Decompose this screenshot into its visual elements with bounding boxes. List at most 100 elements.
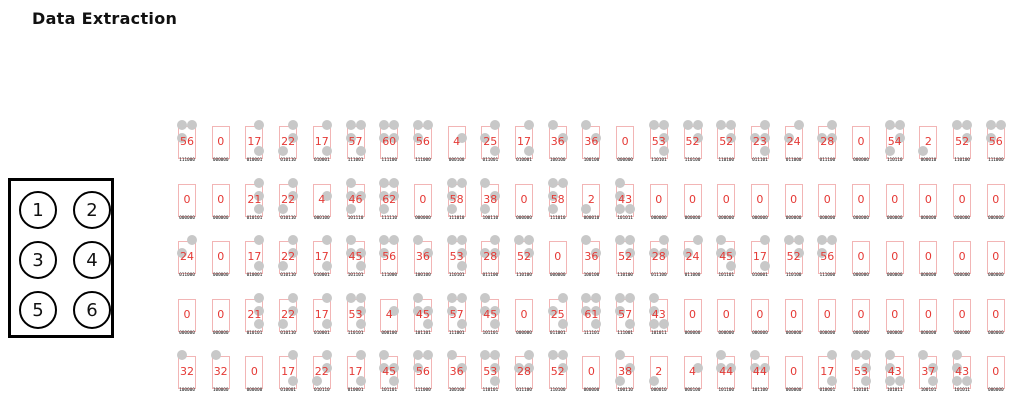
braille-cell: 45 101101 bbox=[343, 235, 369, 279]
braille-cell: 24 011000 bbox=[174, 235, 200, 279]
braille-dot-legend: 1 2 3 4 5 6 bbox=[8, 178, 114, 338]
raised-dot-3 bbox=[345, 133, 356, 143]
raised-dot-2 bbox=[557, 350, 568, 360]
cell-bits: 110100 bbox=[954, 158, 970, 163]
cell-frame bbox=[413, 241, 432, 274]
cell-frame bbox=[717, 241, 736, 274]
cell-bits: 111001 bbox=[617, 330, 633, 336]
cell-frame bbox=[885, 241, 904, 274]
cell-value: 44 bbox=[719, 365, 734, 378]
braille-cell: 0 000000 bbox=[882, 235, 908, 279]
raised-dot-1 bbox=[615, 177, 626, 188]
cell-bits: 111010 bbox=[549, 215, 566, 221]
cell-value: 43 bbox=[618, 192, 633, 206]
raised-dot-1 bbox=[581, 235, 592, 245]
raised-dot-6 bbox=[490, 146, 501, 156]
cell-value: 0 bbox=[217, 250, 225, 263]
cell-bits: 101011 bbox=[954, 388, 970, 393]
cell-frame bbox=[750, 356, 769, 389]
cell-frame bbox=[447, 126, 466, 159]
raised-dot-2 bbox=[625, 235, 636, 245]
cell-value: 0 bbox=[183, 307, 191, 321]
cell-bits: 011000 bbox=[785, 158, 802, 163]
raised-dot-4 bbox=[894, 133, 905, 143]
braille-cell: 0 000000 bbox=[511, 293, 537, 337]
braille-cell: 36 100100 bbox=[578, 120, 604, 164]
raised-dot-2 bbox=[456, 292, 467, 303]
raised-dot-2 bbox=[321, 120, 332, 130]
raised-dot-4 bbox=[759, 133, 770, 143]
raised-dot-1 bbox=[716, 350, 727, 360]
cell-frame bbox=[178, 298, 196, 332]
cell-frame bbox=[784, 183, 803, 217]
cell-value: 52 bbox=[955, 135, 970, 148]
raised-dot-2 bbox=[288, 120, 299, 130]
braille-cell: 28 011100 bbox=[814, 120, 840, 164]
raised-dot-2 bbox=[658, 235, 669, 245]
cell-frame bbox=[413, 183, 432, 217]
raised-dot-1 bbox=[783, 235, 794, 245]
cell-frame bbox=[346, 241, 365, 274]
braille-cell: 56 111000 bbox=[410, 350, 436, 394]
braille-cell: 62 111110 bbox=[376, 177, 402, 222]
cell-bits: 011100 bbox=[819, 158, 836, 163]
braille-cell: 0 000000 bbox=[814, 293, 840, 337]
raised-dot-3 bbox=[648, 248, 659, 258]
raised-dot-3 bbox=[514, 363, 524, 373]
raised-dot-5 bbox=[547, 203, 558, 214]
cell-value: 25 bbox=[483, 135, 498, 148]
cell-bits: 000000 bbox=[752, 215, 768, 221]
cell-value: 32 bbox=[180, 365, 194, 378]
raised-dot-5 bbox=[379, 203, 390, 214]
cell-frame bbox=[211, 241, 230, 274]
braille-cell: 0 000000 bbox=[814, 178, 840, 222]
raised-dot-3 bbox=[547, 305, 558, 316]
cell-bits: 000000 bbox=[179, 215, 195, 221]
cell-bits: 000000 bbox=[819, 215, 836, 221]
cell-value: 0 bbox=[689, 307, 696, 321]
braille-cell: 22 010110 bbox=[275, 292, 301, 337]
braille-cell: 17 010001 bbox=[309, 292, 335, 337]
braille-cell: 0 000000 bbox=[949, 178, 975, 222]
cell-value: 17 bbox=[314, 135, 329, 148]
raised-dot-3 bbox=[615, 190, 626, 201]
braille-cell: 0 000000 bbox=[208, 293, 234, 337]
braille-cell: 21 010101 bbox=[241, 292, 267, 337]
cell-value: 0 bbox=[891, 250, 899, 263]
raised-dot-5 bbox=[615, 376, 626, 386]
cell-value: 24 bbox=[786, 135, 801, 148]
raised-dot-2 bbox=[759, 235, 770, 245]
raised-dot-2 bbox=[524, 350, 534, 360]
raised-dot-5 bbox=[884, 146, 895, 156]
cell-value: 45 bbox=[483, 307, 498, 321]
raised-dot-6 bbox=[524, 146, 534, 156]
raised-dot-5 bbox=[480, 203, 491, 214]
cell-frame bbox=[515, 298, 533, 332]
raised-dot-4 bbox=[490, 363, 501, 373]
cell-bits: 000100 bbox=[381, 330, 398, 336]
cell-value: 0 bbox=[857, 307, 865, 321]
raised-dot-5 bbox=[278, 203, 289, 214]
raised-dot-4 bbox=[726, 133, 737, 143]
cell-frame bbox=[178, 356, 196, 389]
raised-dot-2 bbox=[288, 350, 299, 360]
raised-dot-1 bbox=[648, 292, 659, 303]
raised-dot-4 bbox=[389, 133, 400, 143]
raised-dot-4 bbox=[928, 363, 939, 373]
raised-dot-4 bbox=[389, 363, 400, 373]
cell-bits: 010001 bbox=[752, 273, 768, 278]
braille-cell: 28 011100 bbox=[511, 350, 537, 394]
cell-frame bbox=[885, 356, 904, 389]
cell-bits: 011100 bbox=[482, 273, 499, 278]
cell-frame bbox=[481, 183, 500, 217]
cell-value: 0 bbox=[520, 192, 528, 206]
cell-bits: 101110 bbox=[347, 215, 364, 221]
cell-bits: 000000 bbox=[684, 330, 701, 336]
raised-dot-2 bbox=[490, 350, 501, 360]
cell-value: 22 bbox=[281, 135, 296, 148]
braille-cell: 0 000000 bbox=[983, 350, 1009, 394]
cell-bits: 101011 bbox=[650, 330, 667, 336]
braille-cell: 52 110100 bbox=[511, 235, 537, 279]
cell-frame bbox=[211, 126, 230, 159]
cell-value: 24 bbox=[685, 250, 700, 263]
